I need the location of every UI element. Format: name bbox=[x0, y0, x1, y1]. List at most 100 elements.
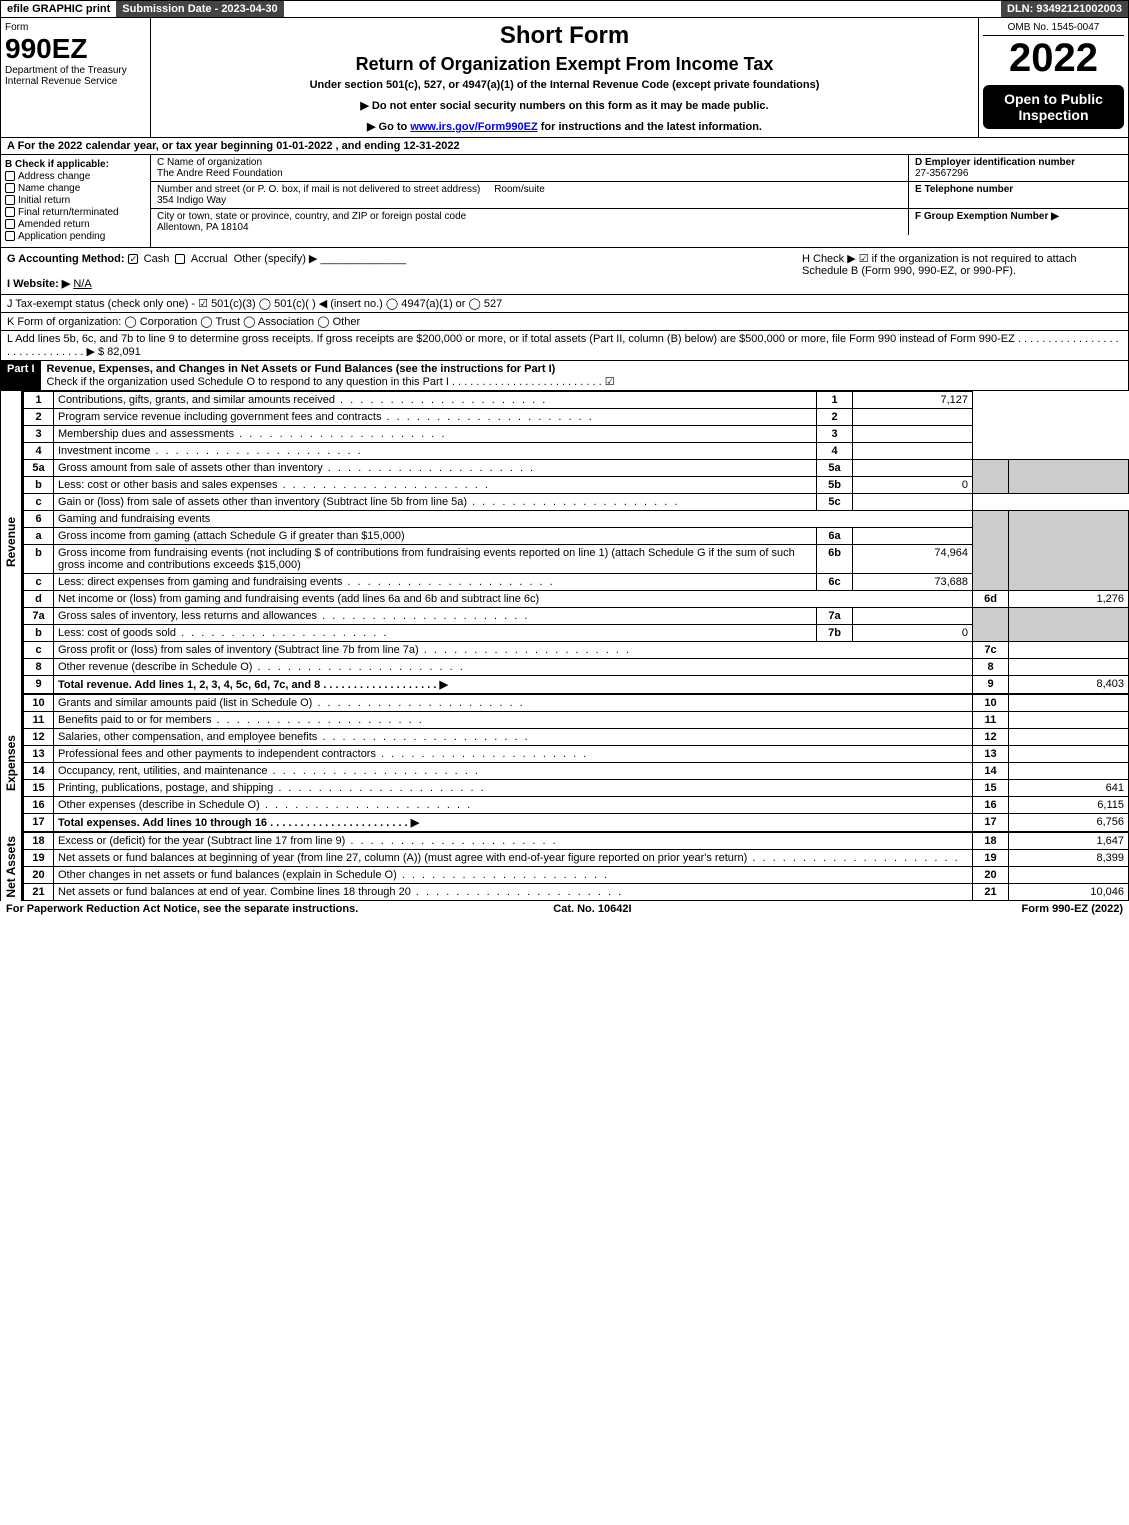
d-ein-label: D Employer identification number bbox=[915, 157, 1075, 168]
table-row: 15Printing, publications, postage, and s… bbox=[24, 780, 1129, 797]
table-row: 17Total expenses. Add lines 10 through 1… bbox=[24, 814, 1129, 832]
table-row: aGross income from gaming (attach Schedu… bbox=[24, 528, 1129, 545]
g-accounting-label: G Accounting Method: bbox=[7, 253, 125, 265]
f-group-label: F Group Exemption Number ▶ bbox=[915, 211, 1059, 222]
org-name: The Andre Reed Foundation bbox=[157, 168, 902, 179]
netassets-tab: Net Assets bbox=[1, 832, 23, 901]
accrual-label: Accrual bbox=[191, 253, 228, 265]
dept-label: Department of the Treasury bbox=[5, 65, 146, 76]
e-phone-label: E Telephone number bbox=[915, 184, 1013, 195]
netassets-section: Net Assets 18Excess or (deficit) for the… bbox=[0, 832, 1129, 901]
table-row: 19Net assets or fund balances at beginni… bbox=[24, 850, 1129, 867]
table-row: 13Professional fees and other payments t… bbox=[24, 746, 1129, 763]
column-b-checkboxes: B Check if applicable: Address change Na… bbox=[1, 155, 151, 247]
b-header: B Check if applicable: bbox=[5, 159, 109, 170]
table-row: 2Program service revenue including gover… bbox=[24, 409, 1129, 426]
table-row: 20Other changes in net assets or fund ba… bbox=[24, 867, 1129, 884]
open-public-badge: Open to Public Inspection bbox=[983, 85, 1124, 129]
chk-accrual[interactable] bbox=[175, 254, 185, 264]
revenue-tab: Revenue bbox=[1, 391, 23, 694]
chk-name-change[interactable]: Name change bbox=[5, 183, 146, 194]
revenue-table: 1Contributions, gifts, grants, and simil… bbox=[23, 391, 1129, 694]
table-row: 10Grants and similar amounts paid (list … bbox=[24, 695, 1129, 712]
footer-left: For Paperwork Reduction Act Notice, see … bbox=[6, 903, 358, 915]
table-row: 5aGross amount from sale of assets other… bbox=[24, 460, 1129, 477]
part1-title: Revenue, Expenses, and Changes in Net As… bbox=[47, 363, 556, 375]
table-row: 4Investment income4 bbox=[24, 443, 1129, 460]
column-cde: C Name of organization The Andre Reed Fo… bbox=[151, 155, 1128, 247]
expenses-section: Expenses 10Grants and similar amounts pa… bbox=[0, 694, 1129, 832]
row-l: L Add lines 5b, 6c, and 7b to line 9 to … bbox=[0, 331, 1129, 361]
city-value: Allentown, PA 18104 bbox=[157, 222, 902, 233]
chk-initial-return[interactable]: Initial return bbox=[5, 195, 146, 206]
dln-label: DLN: 93492121002003 bbox=[1001, 1, 1128, 17]
d-ein-value: 27-3567296 bbox=[915, 168, 968, 179]
part1-sub: Check if the organization used Schedule … bbox=[47, 376, 615, 388]
chk-final-return[interactable]: Final return/terminated bbox=[5, 207, 146, 218]
revenue-section: Revenue 1Contributions, gifts, grants, a… bbox=[0, 391, 1129, 694]
row-j: J Tax-exempt status (check only one) - ☑… bbox=[0, 295, 1129, 313]
chk-amended-return[interactable]: Amended return bbox=[5, 219, 146, 230]
submission-date-label: Submission Date - 2023-04-30 bbox=[116, 1, 283, 17]
part1-header-row: Part I Revenue, Expenses, and Changes in… bbox=[0, 361, 1129, 391]
efile-print-label[interactable]: efile GRAPHIC print bbox=[1, 1, 116, 17]
row-k: K Form of organization: ◯ Corporation ◯ … bbox=[0, 313, 1129, 331]
form-number: 990EZ bbox=[5, 33, 146, 65]
h-schedule-b: H Check ▶ ☑ if the organization is not r… bbox=[802, 252, 1122, 290]
table-row: 16Other expenses (describe in Schedule O… bbox=[24, 797, 1129, 814]
goto-pre: ▶ Go to bbox=[367, 121, 410, 133]
header-middle: Short Form Return of Organization Exempt… bbox=[151, 18, 978, 137]
c-name-label: C Name of organization bbox=[157, 157, 902, 168]
section-g-h: G Accounting Method: Cash Accrual Other … bbox=[0, 248, 1129, 295]
title-return: Return of Organization Exempt From Incom… bbox=[155, 54, 974, 75]
header-left: Form 990EZ Department of the Treasury In… bbox=[1, 18, 151, 137]
table-row: 18Excess or (deficit) for the year (Subt… bbox=[24, 833, 1129, 850]
table-row: 6Gaming and fundraising events bbox=[24, 511, 1129, 528]
table-row: 12Salaries, other compensation, and empl… bbox=[24, 729, 1129, 746]
footer-right: Form 990-EZ (2022) bbox=[1022, 903, 1123, 915]
table-row: bGross income from fundraising events (n… bbox=[24, 545, 1129, 574]
chk-address-change[interactable]: Address change bbox=[5, 171, 146, 182]
omb-number: OMB No. 1545-0047 bbox=[983, 22, 1124, 36]
top-bar: efile GRAPHIC print Submission Date - 20… bbox=[0, 0, 1129, 18]
website-value: N/A bbox=[73, 278, 91, 290]
title-short-form: Short Form bbox=[155, 22, 974, 50]
table-row: 9Total revenue. Add lines 1, 2, 3, 4, 5c… bbox=[24, 676, 1129, 694]
form-label: Form bbox=[5, 22, 146, 33]
section-b-cde: B Check if applicable: Address change Na… bbox=[0, 155, 1129, 248]
expenses-tab: Expenses bbox=[1, 694, 23, 832]
street-label: Number and street (or P. O. box, if mail… bbox=[157, 184, 480, 195]
page-footer: For Paperwork Reduction Act Notice, see … bbox=[0, 901, 1129, 917]
row-a-calendar-year: A For the 2022 calendar year, or tax yea… bbox=[0, 138, 1129, 155]
table-row: 21Net assets or fund balances at end of … bbox=[24, 884, 1129, 901]
table-row: 3Membership dues and assessments3 bbox=[24, 426, 1129, 443]
table-row: dNet income or (loss) from gaming and fu… bbox=[24, 591, 1129, 608]
expenses-table: 10Grants and similar amounts paid (list … bbox=[23, 694, 1129, 832]
cash-label: Cash bbox=[144, 253, 170, 265]
header-right: OMB No. 1545-0047 2022 Open to Public In… bbox=[978, 18, 1128, 137]
room-label: Room/suite bbox=[494, 184, 545, 195]
chk-application-pending[interactable]: Application pending bbox=[5, 231, 146, 242]
table-row: bLess: cost or other basis and sales exp… bbox=[24, 477, 1129, 494]
footer-catno: Cat. No. 10642I bbox=[553, 903, 631, 915]
goto-post: for instructions and the latest informat… bbox=[538, 121, 762, 133]
table-row: 11Benefits paid to or for members11 bbox=[24, 712, 1129, 729]
ssn-warning: ▶ Do not enter social security numbers o… bbox=[155, 99, 974, 112]
table-row: 14Occupancy, rent, utilities, and mainte… bbox=[24, 763, 1129, 780]
tax-year: 2022 bbox=[983, 36, 1124, 81]
table-row: bLess: cost of goods sold7b0 bbox=[24, 625, 1129, 642]
form-header: Form 990EZ Department of the Treasury In… bbox=[0, 18, 1129, 138]
goto-note: ▶ Go to www.irs.gov/Form990EZ for instru… bbox=[155, 120, 974, 133]
i-website-label: I Website: ▶ bbox=[7, 278, 70, 290]
under-section-text: Under section 501(c), 527, or 4947(a)(1)… bbox=[155, 79, 974, 91]
table-row: cGain or (loss) from sale of assets othe… bbox=[24, 494, 1129, 511]
street-value: 354 Indigo Way bbox=[157, 195, 902, 206]
other-label: Other (specify) ▶ bbox=[234, 253, 318, 265]
irs-link[interactable]: www.irs.gov/Form990EZ bbox=[410, 121, 537, 133]
part1-badge: Part I bbox=[1, 361, 41, 390]
irs-label: Internal Revenue Service bbox=[5, 76, 146, 87]
chk-cash[interactable] bbox=[128, 254, 138, 264]
table-row: 1Contributions, gifts, grants, and simil… bbox=[24, 392, 1129, 409]
table-row: cGross profit or (loss) from sales of in… bbox=[24, 642, 1129, 659]
table-row: cLess: direct expenses from gaming and f… bbox=[24, 574, 1129, 591]
